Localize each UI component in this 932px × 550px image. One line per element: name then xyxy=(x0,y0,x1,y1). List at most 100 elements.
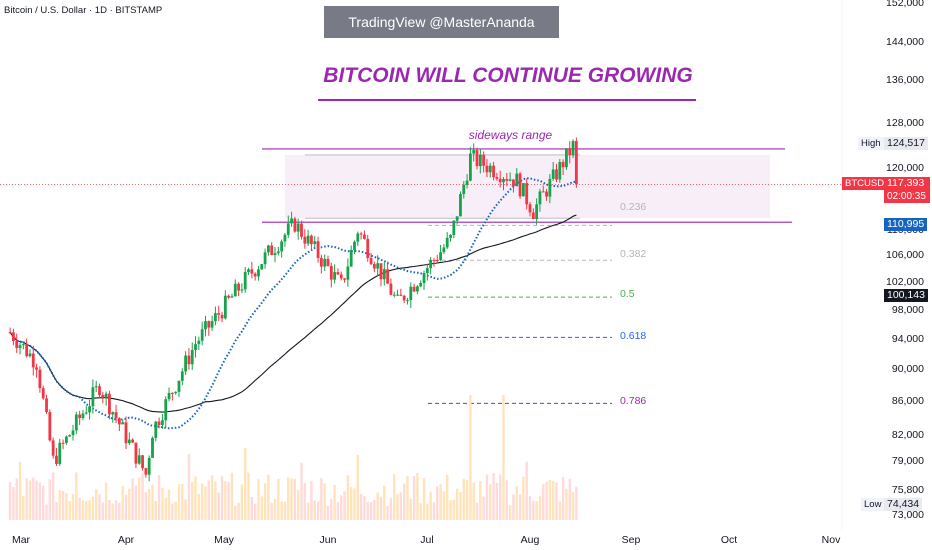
x-tick: Aug xyxy=(520,534,540,546)
candle-body xyxy=(548,178,552,197)
y-tick: 75,800 xyxy=(891,484,924,496)
volume-bar xyxy=(575,486,578,520)
volume-bar xyxy=(58,490,61,520)
volume-bar xyxy=(498,474,502,520)
volume-bar xyxy=(459,491,462,520)
ema-value-tag: 110,995 xyxy=(884,218,928,231)
candle-body xyxy=(574,141,578,185)
candle-body xyxy=(416,286,419,292)
candle-body xyxy=(353,241,356,251)
y-tick: 128,000 xyxy=(886,117,924,129)
candle-body xyxy=(571,141,575,156)
candle-body xyxy=(233,283,237,297)
candle-body xyxy=(8,332,12,334)
y-tick: 144,000 xyxy=(886,36,924,48)
low-label: Low xyxy=(861,498,885,511)
low-value: 74,434 xyxy=(884,498,923,511)
candle-body xyxy=(214,313,217,322)
candle-body xyxy=(349,250,353,267)
candle-body xyxy=(339,274,343,279)
volume-bar xyxy=(485,474,489,520)
candle-body xyxy=(177,380,181,392)
volume-bar xyxy=(144,492,148,520)
volume-bar xyxy=(442,491,446,520)
volume-bar xyxy=(260,496,263,520)
volume-bar xyxy=(525,461,528,520)
candle-body xyxy=(38,369,42,389)
volume-bar xyxy=(48,479,52,520)
volume-bar xyxy=(210,475,214,520)
volume-bar xyxy=(45,504,48,520)
volume-bar xyxy=(542,484,545,520)
candle-body xyxy=(28,353,32,357)
volume-bar xyxy=(571,491,575,520)
volume-bar xyxy=(482,496,485,520)
volume-bar xyxy=(197,493,201,520)
candle-body xyxy=(35,367,38,370)
volume-bar xyxy=(141,473,144,520)
volume-bar xyxy=(81,500,85,520)
volume-bar xyxy=(290,478,293,520)
candle-body xyxy=(266,245,270,253)
candle-body xyxy=(531,212,535,220)
candle-body xyxy=(257,269,260,277)
candle-body xyxy=(151,437,154,458)
candle-body xyxy=(58,442,62,464)
candle-body xyxy=(197,340,201,345)
volume-bar xyxy=(237,502,240,520)
candle-body xyxy=(55,455,58,464)
candle-body xyxy=(518,173,522,197)
candle-body xyxy=(379,263,383,280)
candle-body xyxy=(237,283,240,291)
watermark-banner: TradingView @MasterAnanda xyxy=(324,6,559,38)
candle-body xyxy=(283,234,287,242)
candle-body xyxy=(230,296,234,298)
candle-body xyxy=(137,455,141,464)
volume-bar xyxy=(462,478,465,520)
candle-body xyxy=(313,241,317,245)
volume-bar xyxy=(416,472,419,520)
candle-body xyxy=(144,468,148,475)
y-tick: 82,000 xyxy=(891,429,924,441)
candle-body xyxy=(134,442,138,464)
volume-bar xyxy=(449,500,452,520)
volume-bar xyxy=(545,481,548,520)
volume-bar xyxy=(124,494,128,520)
volume-bar xyxy=(469,395,472,520)
candle-body xyxy=(240,289,244,291)
candle-body xyxy=(21,344,25,346)
volume-bar xyxy=(452,499,456,520)
volume-bar xyxy=(306,502,310,520)
candle-body xyxy=(293,218,297,232)
candle-body xyxy=(310,235,313,245)
volume-bar xyxy=(439,484,442,520)
volume-bar xyxy=(121,485,124,520)
candle-body xyxy=(111,412,115,415)
candle-body xyxy=(316,241,320,258)
volume-bar xyxy=(35,480,38,520)
candle-body xyxy=(124,422,128,444)
candle-body xyxy=(462,184,466,195)
volume-bar xyxy=(61,491,65,520)
candle-body xyxy=(68,435,72,437)
volume-bar xyxy=(277,478,280,520)
volume-bar xyxy=(98,494,101,520)
volume-bar xyxy=(326,505,330,520)
volume-bar xyxy=(565,488,568,520)
candle-body xyxy=(452,220,456,235)
candle-body xyxy=(64,436,68,443)
volume-bar xyxy=(300,462,303,520)
candle-body xyxy=(515,173,519,187)
candle-body xyxy=(363,234,366,239)
volume-bar xyxy=(492,473,495,520)
y-tick: 106,000 xyxy=(886,249,924,261)
candle-body xyxy=(439,252,442,261)
candle-body xyxy=(369,258,373,265)
title-underline xyxy=(318,99,696,101)
volume-bar xyxy=(42,485,45,520)
volume-bar xyxy=(419,503,422,520)
candle-body xyxy=(78,414,82,419)
volume-bar xyxy=(147,488,151,520)
